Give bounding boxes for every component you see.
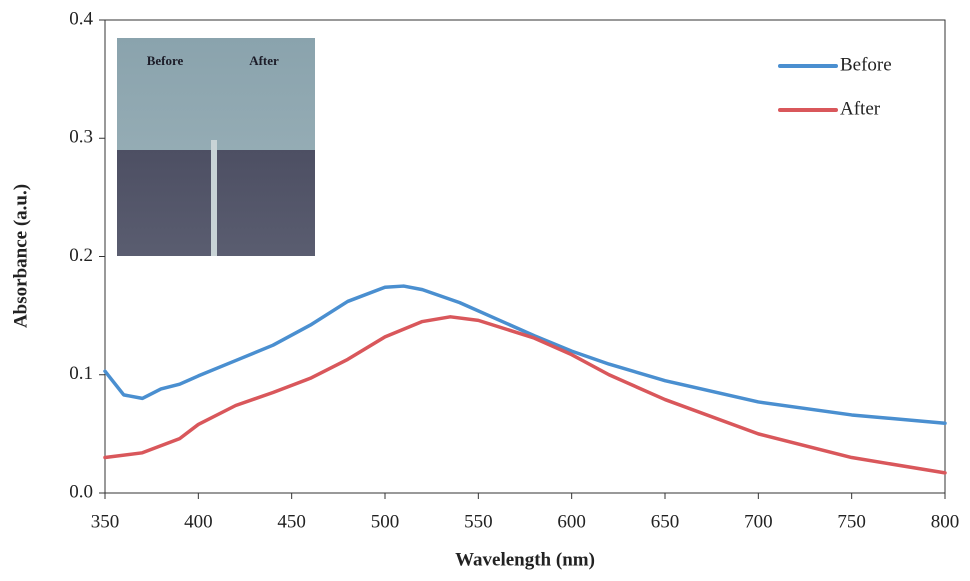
y-tick-label: 0.4 (69, 8, 93, 29)
x-tick-label: 600 (557, 511, 586, 532)
y-tick-label: 0.2 (69, 245, 93, 266)
legend: Before After (778, 54, 892, 119)
inset-vial-before (117, 150, 211, 256)
legend-label: Before (840, 54, 892, 75)
legend-label: After (840, 98, 881, 119)
y-tick-label: 0.1 (69, 363, 93, 384)
y-tick-label: 0.0 (69, 481, 93, 502)
x-tick-label: 650 (651, 511, 680, 532)
x-tick-label: 750 (837, 511, 866, 532)
x-tick-label: 400 (184, 511, 213, 532)
inset-label: Before (147, 53, 184, 68)
x-tick-label: 550 (464, 511, 493, 532)
x-tick-label: 700 (744, 511, 773, 532)
inset-vial-after (217, 150, 315, 256)
inset-divider (211, 140, 217, 256)
data-line (103, 315, 947, 475)
x-axis-title: Wavelength (nm) (455, 549, 595, 570)
data-line (103, 284, 947, 425)
inset-label: After (249, 53, 279, 68)
x-tick-label: 350 (91, 511, 120, 532)
x-tick-label: 450 (277, 511, 306, 532)
x-tick-label: 800 (931, 511, 960, 532)
y-tick-label: 0.3 (69, 127, 93, 148)
y-axis-title: Absorbance (a.u.) (10, 184, 31, 328)
inset-photo: Before After (117, 38, 315, 256)
x-tick-label: 500 (371, 511, 400, 532)
